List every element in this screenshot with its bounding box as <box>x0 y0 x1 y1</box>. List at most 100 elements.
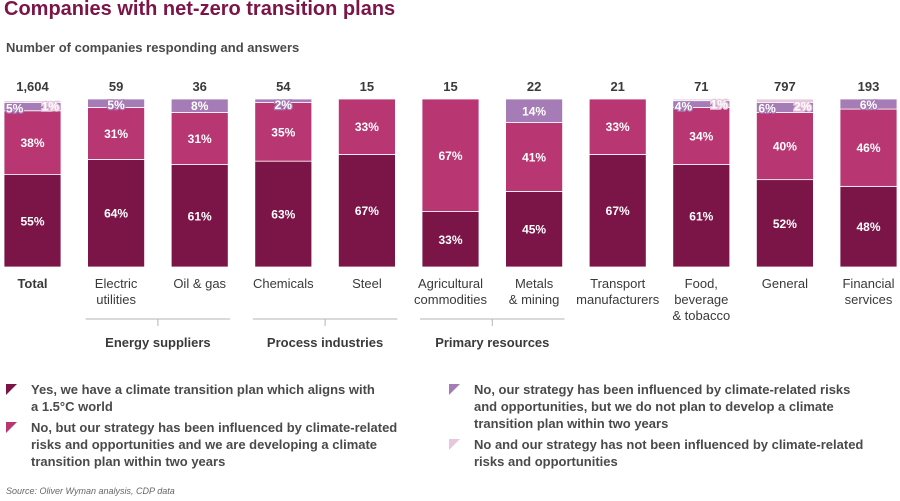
bar-segment-oil-gas-s2 <box>170 98 229 113</box>
bar-total-electric-utilities: 59 <box>109 79 123 94</box>
data-label-steel-s1: 33% <box>355 120 379 134</box>
data-label-electric-utilities-s2: 5% <box>107 98 125 112</box>
data-label-transport-manufacturers-s0: 67% <box>606 204 630 218</box>
stacked-bar-chart: 1,604 55% 38% 5% 1% Total 59 64% 31% 5% Electricut… <box>3 79 898 350</box>
category-label-metals-mining-line1: & mining <box>509 292 560 307</box>
data-label-chemicals-s0: 63% <box>271 208 295 222</box>
data-label-general-s2: 6% <box>758 101 776 115</box>
category-label-food-beverage-tobacco-line0: Food, <box>685 276 718 291</box>
data-label-metals-mining-s2: 14% <box>522 104 546 118</box>
category-label-chemicals-line0: Chemicals <box>253 276 314 291</box>
bar-segment-general-s3 <box>756 98 814 103</box>
data-label-electric-utilities-s1: 31% <box>104 127 128 141</box>
bar-segment-oil-gas-s1 <box>170 112 229 165</box>
group-label-energy-suppliers: Energy suppliers <box>105 335 210 350</box>
data-label-electric-utilities-s0: 64% <box>104 207 128 221</box>
data-label-total-s0: 55% <box>20 214 44 228</box>
data-label-financial-services-s0: 48% <box>856 220 880 234</box>
bar-total-general: 797 <box>774 79 796 94</box>
category-label-food-beverage-tobacco-line2: & tobacco <box>672 308 730 323</box>
bar-segment-metals-mining-s1 <box>505 122 564 192</box>
data-label-food-beverage-tobacco-s1: 34% <box>689 129 713 143</box>
legend-item-developing: No, but our strategy has been influenced… <box>6 419 426 471</box>
bar-total-steel: 15 <box>360 79 374 94</box>
bar-segment-steel-s1 <box>337 98 396 155</box>
legend-swatch-not-influenced <box>449 439 460 450</box>
bar-segment-financial-services-s1 <box>839 108 898 187</box>
bar-total-total: 1,604 <box>16 79 49 94</box>
bar-total-financial-services: 193 <box>858 79 880 94</box>
bar-segment-food-beverage-tobacco-s0 <box>672 164 731 268</box>
legend-text-developing: No, but our strategy has been influenced… <box>31 420 398 469</box>
legend-swatch-aligned <box>6 384 17 395</box>
bar-total-metals-mining: 22 <box>527 79 541 94</box>
data-label-oil-gas-s1: 31% <box>188 132 212 146</box>
data-label-chemicals-s1: 35% <box>271 125 295 139</box>
bar-segment-total-s3 <box>3 100 62 103</box>
bar-segment-financial-services-s0 <box>839 185 898 268</box>
data-label-transport-manufacturers-s1: 33% <box>606 120 630 134</box>
legend-item-not-influenced: No and our strategy has not been influen… <box>449 436 894 470</box>
category-label-transport-manufacturers-line0: Transport <box>590 276 646 291</box>
category-label-financial-services-line1: services <box>845 292 893 307</box>
data-label-food-beverage-tobacco-s3: 1% <box>710 98 728 112</box>
data-label-general-s3: 2% <box>794 99 812 113</box>
data-label-food-beverage-tobacco-s2: 4% <box>675 100 693 114</box>
bar-total-chemicals: 54 <box>276 79 291 94</box>
legend-item-aligned: Yes, we have a climate transition plan w… <box>6 381 426 415</box>
data-label-food-beverage-tobacco-s0: 61% <box>689 209 713 223</box>
bar-segment-transport-manufacturers-s1 <box>588 98 647 155</box>
data-label-oil-gas-s0: 61% <box>188 209 212 223</box>
legend-item-influenced-no-plan: No, our strategy has been influenced by … <box>449 381 894 433</box>
bar-segment-chemicals-s1 <box>254 101 313 162</box>
category-label-transport-manufacturers-line1: manufacturers <box>576 292 660 307</box>
bar-segment-electric-utilities-s0 <box>87 159 145 268</box>
chart-subtitle: Number of companies responding and answe… <box>6 40 300 55</box>
source-note: Source: Oliver Wyman analysis, CDP data <box>6 486 175 496</box>
category-label-food-beverage-tobacco-line1: beverage <box>674 292 728 307</box>
category-label-financial-services-line0: Financial <box>842 276 894 291</box>
data-label-agricultural-commodities-s0: 33% <box>438 233 462 247</box>
bar-total-agricultural-commodities: 15 <box>443 79 457 94</box>
data-label-total-s1: 38% <box>20 136 44 150</box>
category-label-oil-gas-line0: Oil & gas <box>173 276 226 291</box>
category-label-total-line0: Total <box>17 276 47 291</box>
data-label-financial-services-s2: 6% <box>860 98 878 112</box>
category-label-electric-utilities-line1: utilities <box>96 292 136 307</box>
category-label-agricultural-commodities-line0: Agricultural <box>418 276 483 291</box>
bar-segment-agricultural-commodities-s1 <box>421 98 480 212</box>
bar-segment-food-beverage-tobacco-s3 <box>672 98 731 102</box>
data-label-chemicals-s2: 2% <box>275 98 293 112</box>
bar-segment-oil-gas-s0 <box>170 164 229 268</box>
chart-title: Companies with net-zero transition plans <box>4 0 396 20</box>
data-label-agricultural-commodities-s1: 67% <box>438 149 462 163</box>
data-label-financial-services-s1: 46% <box>856 141 880 155</box>
bar-segment-general-s1 <box>756 112 814 181</box>
bar-segment-transport-manufacturers-s0 <box>588 154 647 268</box>
bar-segment-chemicals-s0 <box>254 160 313 268</box>
legend-text-not-influenced: No and our strategy has not been influen… <box>474 437 864 469</box>
bar-segment-total-s0 <box>3 174 62 268</box>
legend-text-influenced-no-plan: No, our strategy has been influenced by … <box>474 382 851 431</box>
bar-segment-total-s1 <box>3 110 62 176</box>
category-label-electric-utilities-line0: Electric <box>95 276 138 291</box>
legend-text-aligned: Yes, we have a climate transition plan w… <box>31 382 375 414</box>
data-label-steel-s0: 67% <box>355 204 379 218</box>
data-label-total-s3: 1% <box>42 99 60 113</box>
data-label-metals-mining-s0: 45% <box>522 223 546 237</box>
bar-total-oil-gas: 36 <box>192 79 206 94</box>
category-label-steel-line0: Steel <box>352 276 382 291</box>
bar-segment-metals-mining-s0 <box>505 190 564 268</box>
legend-swatch-developing <box>6 422 17 433</box>
legend-swatch-influenced-no-plan <box>449 384 460 395</box>
data-label-metals-mining-s1: 41% <box>522 150 546 164</box>
category-label-metals-mining-line0: Metals <box>515 276 554 291</box>
group-label-primary-resources: Primary resources <box>435 335 549 350</box>
data-label-general-s0: 52% <box>773 217 797 231</box>
bar-segment-steel-s0 <box>337 154 396 268</box>
data-label-oil-gas-s2: 8% <box>191 99 209 113</box>
bar-segment-general-s0 <box>756 179 814 268</box>
data-label-total-s2: 5% <box>6 101 24 115</box>
group-label-process-industries: Process industries <box>267 335 383 350</box>
data-label-general-s1: 40% <box>773 140 797 154</box>
